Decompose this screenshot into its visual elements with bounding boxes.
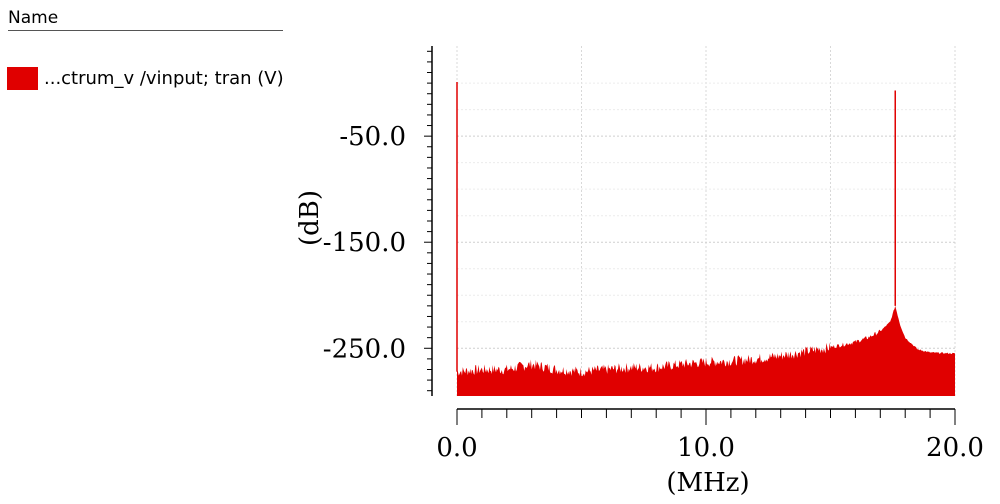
legend-item[interactable]: ...ctrum_v /vinput; tran (V) bbox=[7, 67, 284, 90]
x-axis-title: (MHz) bbox=[666, 468, 749, 498]
y-tick-label: -150.0 bbox=[323, 228, 406, 258]
noise-floor-area bbox=[457, 305, 955, 396]
x-tick-label: 0.0 bbox=[436, 433, 477, 463]
y-tick-label: -250.0 bbox=[323, 334, 406, 364]
y-axis: -50.0 -150.0 -250.0 bbox=[323, 46, 433, 396]
legend-header: Name bbox=[8, 8, 283, 31]
x-axis: 0.0 10.0 20.0 bbox=[436, 408, 984, 463]
legend-header-label: Name bbox=[8, 8, 59, 28]
legend-swatch bbox=[7, 67, 38, 90]
legend-item-label: ...ctrum_v /vinput; tran (V) bbox=[44, 68, 284, 89]
y-tick-label: -50.0 bbox=[339, 122, 406, 152]
series-area bbox=[456, 82, 955, 396]
x-tick-label: 10.0 bbox=[677, 433, 735, 463]
y-axis-title: (dB) bbox=[295, 190, 325, 246]
x-tick-label: 20.0 bbox=[926, 433, 984, 463]
